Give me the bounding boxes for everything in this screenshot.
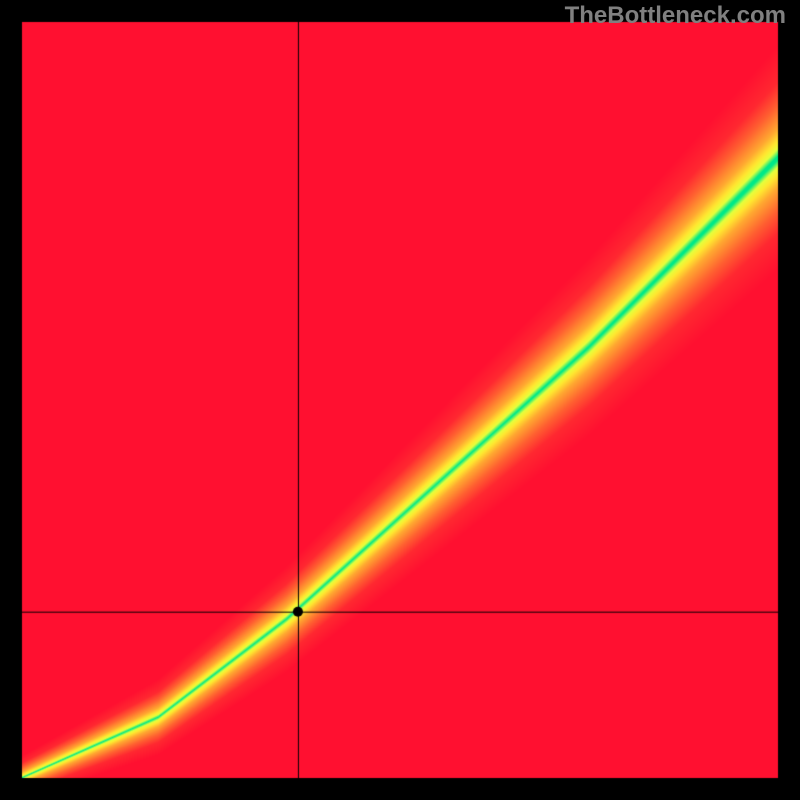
bottleneck-heatmap-canvas [0,0,800,800]
chart-container: TheBottleneck.com [0,0,800,800]
attribution-text: TheBottleneck.com [565,2,786,30]
